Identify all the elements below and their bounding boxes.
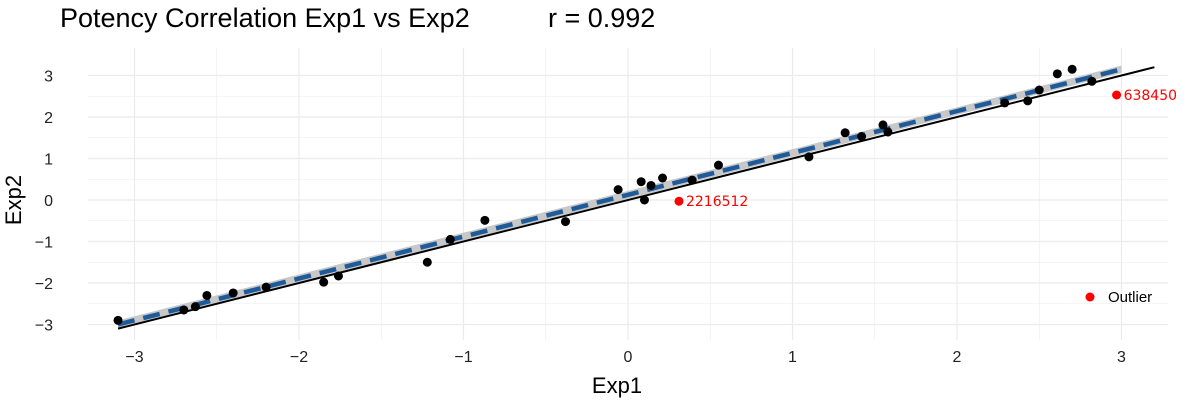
data-point [319, 277, 329, 287]
data-point [636, 177, 646, 187]
data-point [857, 132, 867, 142]
identity-line [117, 66, 1155, 330]
confidence-band [118, 65, 1122, 329]
data-point [1000, 98, 1010, 108]
data-point [613, 185, 623, 195]
x-tick-label: 1 [788, 349, 797, 366]
legend: Outlier [1085, 289, 1152, 306]
data-point [1034, 85, 1044, 95]
y-tick-label: −1 [35, 235, 53, 252]
data-point [658, 173, 668, 183]
data-point [202, 290, 212, 300]
legend-outlier-marker [1085, 292, 1095, 302]
data-point [179, 305, 189, 315]
data-point [878, 120, 888, 130]
x-tick-label: −3 [125, 349, 143, 366]
x-tick-label: −2 [290, 349, 308, 366]
data-point [480, 215, 490, 225]
outlier-label: 2216512 [686, 194, 748, 210]
x-tick-label: 2 [953, 349, 962, 366]
x-tick-label: 3 [1117, 349, 1126, 366]
data-point [687, 175, 697, 185]
data-point [1052, 69, 1062, 79]
data-point [333, 271, 343, 281]
x-axis-title: Exp1 [592, 373, 642, 398]
data-point [261, 282, 271, 292]
outlier-point [674, 196, 684, 206]
y-tick-label: 3 [44, 69, 53, 86]
y-tick-label: −3 [35, 318, 53, 335]
data-point [1023, 96, 1033, 106]
outlier-point [1112, 90, 1122, 100]
data-point [422, 257, 432, 267]
y-tick-label: 0 [44, 193, 53, 210]
data-point [883, 127, 893, 137]
y-tick-label: 1 [44, 152, 53, 169]
data-point [113, 315, 123, 325]
x-tick-label: −1 [454, 349, 472, 366]
chart-title: Potency Correlation Exp1 vs Exp2 [60, 3, 470, 33]
regression-fit-line [117, 67, 1123, 327]
data-point [646, 180, 656, 190]
y-tick-label: 2 [44, 110, 53, 127]
data-point [1067, 64, 1077, 74]
x-tick-label: 0 [624, 349, 633, 366]
data-point [228, 288, 238, 298]
data-point [560, 217, 570, 227]
data-point [804, 152, 814, 162]
point-layer: 2216512 638450 [113, 64, 1177, 325]
outlier-label: 638450 [1124, 88, 1177, 104]
data-point [445, 234, 455, 244]
data-point [1087, 76, 1097, 86]
data-point [840, 128, 850, 138]
chart-subtitle: r = 0.992 [548, 3, 655, 33]
data-point [190, 302, 200, 312]
line-layer [117, 66, 1155, 330]
data-point [713, 160, 723, 170]
y-tick-label: −2 [35, 276, 53, 293]
data-point [639, 195, 649, 205]
confidence-band-layer [118, 65, 1122, 329]
y-axis-title: Exp2 [1, 175, 26, 225]
tick-label-layer: −3 −2 −1 0 1 2 3 −3 −2 −1 0 1 2 3 [35, 69, 1126, 367]
legend-outlier-label: Outlier [1108, 289, 1152, 306]
